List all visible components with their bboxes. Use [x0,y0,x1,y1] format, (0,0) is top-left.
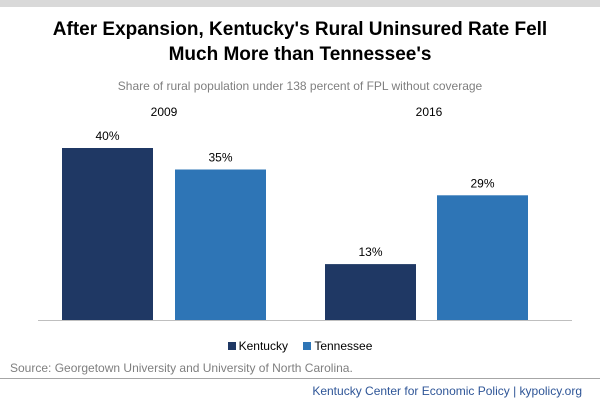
data-label-kentucky-2009: 40% [95,129,119,143]
legend-item-tennessee: Tennessee [303,339,372,353]
chart-title-line-1: After Expansion, Kentucky's Rural Uninsu… [52,19,548,40]
legend-item-kentucky: Kentucky [227,339,288,353]
bar-kentucky-2009 [62,148,153,320]
data-label-tennessee-2009: 35% [208,151,232,165]
chart-title-line-2: Much More than Tennessee's [168,44,432,65]
chart-title: After Expansion, Kentucky's Rural Uninsu… [0,17,600,67]
data-label-tennessee-2016: 29% [470,176,494,190]
footer-divider [0,378,600,379]
legend-swatch-tennessee [303,342,312,350]
footer-credit: Kentucky Center for Economic Policy | ky… [312,384,582,398]
legend: Kentucky Tennessee [0,339,600,353]
data-label-kentucky-2016: 13% [358,245,382,259]
legend-swatch-kentucky [227,342,236,350]
category-label-2016: 2016 [416,105,443,119]
bar-kentucky-2016 [325,264,416,320]
source-note: Source: Georgetown University and Univer… [10,361,353,375]
legend-label-tennessee: Tennessee [314,339,373,353]
chart-subtitle: Share of rural population under 138 perc… [117,79,483,93]
bar-tennessee-2009 [175,169,266,320]
legend-label-kentucky: Kentucky [238,339,288,353]
category-label-2009: 2009 [151,105,178,119]
top-accent-bar [0,0,600,7]
bar-tennessee-2016 [437,195,528,320]
